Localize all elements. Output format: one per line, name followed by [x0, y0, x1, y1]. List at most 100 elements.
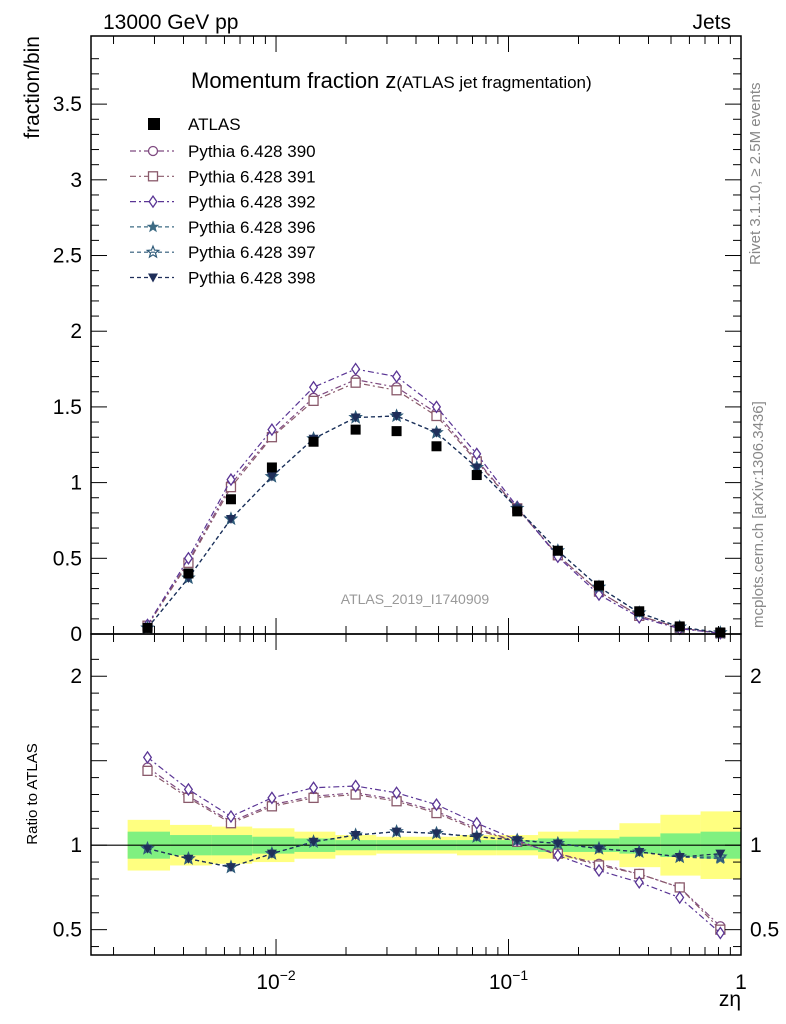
- series-point: [350, 413, 361, 423]
- ratio-series-point: [552, 839, 563, 849]
- ratio-series-point: [350, 831, 361, 841]
- series-point: [308, 380, 319, 394]
- series-point: [350, 377, 361, 388]
- data-point: [391, 426, 402, 437]
- legend-label: Pythia 6.428 398: [188, 269, 316, 288]
- series-point: [351, 362, 361, 376]
- data-point: [350, 424, 361, 435]
- series-point: [391, 369, 402, 384]
- ratio-y-tick-label-right: 1: [750, 834, 762, 857]
- legend-entry-atlas: ATLAS: [148, 115, 241, 134]
- ratio-series-point: [391, 827, 402, 837]
- ratio-series-pythia-6-428-392: [142, 750, 725, 940]
- data-point: [266, 462, 277, 473]
- chart-title-main: Momentum fraction z: [191, 68, 396, 93]
- legend-marker: [148, 194, 158, 209]
- data-point: [431, 441, 442, 452]
- x-tick-label-exponent: −2: [280, 967, 296, 983]
- chart-title: Momentum fraction z(ATLAS jet fragmentat…: [191, 68, 592, 93]
- main-y-tick-label: 1: [70, 472, 82, 495]
- ratio-series-pythia-6-428-398: [142, 827, 726, 873]
- data-point: [552, 545, 563, 556]
- data-point: [183, 568, 194, 579]
- legend-marker: [148, 118, 160, 130]
- legend-label: Pythia 6.428 396: [188, 218, 316, 237]
- ratio-series-point: [715, 849, 726, 859]
- ratio-series-point: [266, 849, 277, 859]
- main-data-layer: [142, 424, 726, 638]
- x-tick-label-exponent: −1: [512, 967, 528, 983]
- ratio-series-layer: [140, 750, 728, 940]
- x-tick-label: 10−1: [489, 967, 529, 994]
- ratio-y-tick-label-right: 0.5: [750, 919, 779, 942]
- data-point: [471, 470, 482, 481]
- series-point: [308, 395, 319, 407]
- main-y-tick-label: 3: [70, 169, 82, 192]
- analysis-tag: ATLAS_2019_I1740909: [341, 591, 490, 607]
- ratio-series-point: [471, 832, 482, 842]
- legend-entry-pythia-6-428-390: Pythia 6.428 390: [130, 142, 316, 161]
- data-point: [142, 622, 153, 633]
- ratio-series-point: [225, 863, 236, 873]
- ratio-y-tick-label: 2: [70, 665, 82, 688]
- legend-marker: [145, 244, 161, 259]
- ratio-series-line: [147, 756, 721, 934]
- axes-layer: 00.511.522.533.50.5 0.51 12 210−2 10−1 1: [53, 36, 779, 994]
- legend-entry-pythia-6-428-398: Pythia 6.428 398: [130, 269, 316, 288]
- legend: ATLAS Pythia 6.428 390 Pythia 6.428 391 Pyt…: [130, 115, 316, 288]
- rivet-label: Rivet 3.1.10, ≥ 2.5M events: [747, 83, 764, 266]
- ratio-series-point: [142, 765, 153, 776]
- x-tick-label: 1: [735, 971, 747, 994]
- legend-marker: [146, 220, 160, 233]
- ratio-series-point: [351, 779, 361, 793]
- ratio-series-point: [594, 863, 604, 878]
- ratio-series-point: [142, 844, 153, 854]
- ratio-series-point: [553, 848, 563, 862]
- data-point: [308, 436, 319, 447]
- series-pythia-6-428-392: [142, 362, 725, 640]
- series-point: [391, 411, 402, 421]
- main-y-tick-label: 3.5: [53, 93, 82, 116]
- series-point: [183, 551, 194, 565]
- ratio-series-point: [431, 829, 442, 839]
- header-left: 13000 GeV pp: [103, 11, 238, 34]
- series-line: [146, 379, 721, 634]
- x-tick-label-base: 10: [489, 971, 512, 994]
- ratio-series-point: [675, 890, 685, 905]
- legend-label: Pythia 6.428 392: [188, 193, 316, 212]
- main-y-tick-label: 2: [70, 320, 82, 343]
- legend-entry-pythia-6-428-392: Pythia 6.428 392: [130, 193, 316, 212]
- x-tick-label: 10−2: [256, 967, 296, 994]
- ratio-series-point: [634, 847, 645, 857]
- legend-entry-pythia-6-428-396: Pythia 6.428 396: [130, 218, 316, 237]
- main-y-tick-label: 0: [70, 623, 82, 646]
- chart-title-sub: (ATLAS jet fragmentation): [396, 73, 591, 92]
- x-axis-label: zη: [719, 988, 741, 1011]
- data-point: [512, 506, 523, 517]
- ratio-series-point: [226, 809, 236, 824]
- ratio-series-point: [391, 786, 402, 800]
- ratio-uncertainty-bands: [91, 811, 741, 879]
- ratio-series-point: [308, 781, 319, 795]
- series-point: [391, 385, 402, 396]
- ratio-series-point: [593, 844, 604, 854]
- ratio-series-point: [308, 837, 319, 847]
- ratio-series-point: [674, 882, 685, 893]
- series-point: [431, 428, 442, 438]
- series-point: [266, 472, 277, 482]
- series-point: [225, 514, 236, 524]
- ratio-series-point: [512, 836, 523, 846]
- ratio-series-point: [713, 849, 728, 864]
- ratio-series-point: [715, 926, 725, 940]
- main-y-tick-label: 0.5: [53, 547, 82, 570]
- legend-entry-pythia-6-428-391: Pythia 6.428 391: [130, 167, 316, 186]
- data-point: [715, 627, 726, 638]
- series-line: [147, 415, 721, 634]
- series-point: [594, 587, 604, 602]
- main-y-tick-label: 1.5: [53, 396, 82, 419]
- ratio-series-point: [431, 797, 442, 812]
- legend-entry-pythia-6-428-397: Pythia 6.428 397: [130, 243, 316, 262]
- main-y-tick-label: 2.5: [53, 245, 82, 268]
- ratio-series-point: [472, 816, 482, 830]
- data-point: [593, 580, 604, 591]
